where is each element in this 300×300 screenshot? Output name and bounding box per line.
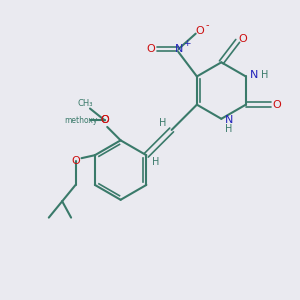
Text: -: - xyxy=(206,20,209,30)
Text: O: O xyxy=(195,26,204,36)
Text: O: O xyxy=(272,100,281,110)
Text: H: H xyxy=(159,118,166,128)
Text: N: N xyxy=(250,70,258,80)
Text: CH₃: CH₃ xyxy=(77,99,93,108)
Text: H: H xyxy=(225,124,233,134)
Text: H: H xyxy=(261,70,268,80)
Text: +: + xyxy=(183,39,190,48)
Text: methoxy: methoxy xyxy=(64,116,97,125)
Text: H: H xyxy=(152,157,159,167)
Text: O: O xyxy=(147,44,155,54)
Text: O: O xyxy=(100,116,109,125)
Text: O: O xyxy=(239,34,248,44)
Text: N: N xyxy=(175,44,183,54)
Text: O: O xyxy=(71,156,80,166)
Text: O: O xyxy=(100,116,109,125)
Text: N: N xyxy=(225,115,234,125)
